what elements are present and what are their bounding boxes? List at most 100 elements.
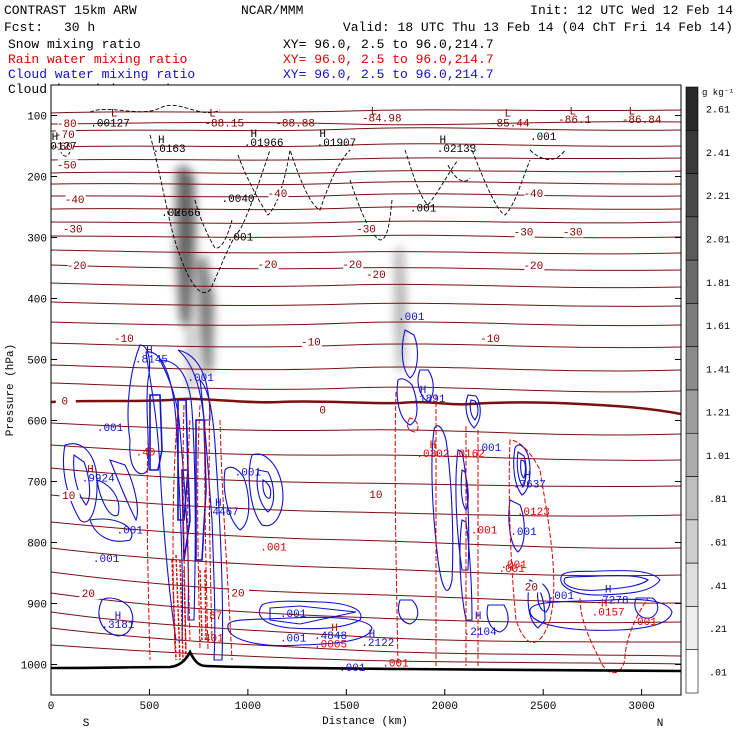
value-label: .0163: [153, 144, 186, 156]
temperature-label: -30: [356, 224, 376, 236]
temperature-label: 0: [61, 396, 68, 408]
value-label: L: [209, 109, 216, 121]
colorbar-segment: [685, 86, 699, 131]
value-label: -86.1: [558, 115, 591, 127]
temp-label-bg: [53, 141, 74, 153]
value-label: .001: [280, 609, 307, 621]
colorbar-segment: [685, 432, 699, 477]
legend-xy: XY= 96.0, 2.5 to 96.0,214.7: [283, 67, 494, 82]
value-label: .001: [260, 542, 287, 554]
value-label: H: [439, 135, 446, 147]
temperature-label: -30: [514, 227, 534, 239]
value-label: L: [111, 109, 118, 121]
value-label: H: [601, 599, 608, 611]
value-label: H: [420, 385, 427, 397]
temperature-label: -10: [114, 334, 134, 346]
temp-label-bg: [65, 194, 86, 206]
temp-label-bg: [268, 188, 289, 200]
valid-time: Valid: 18 UTC Thu 13 Feb 14 (04 ChT Fri …: [343, 20, 733, 35]
colorbar-label: .61: [709, 539, 727, 550]
y-tick-label: 800: [27, 539, 47, 551]
value-label: .001: [382, 658, 409, 670]
cloud-water-core: [149, 394, 207, 561]
temp-label-bg: [514, 226, 535, 238]
y-tick-label: 600: [27, 417, 47, 429]
temperature-label: -20: [342, 260, 362, 272]
value-label: .87: [203, 611, 223, 623]
colorbar-segment: [685, 649, 699, 694]
value-label: .001: [498, 564, 525, 576]
colorbar-label: .01: [709, 668, 727, 679]
temperature-label: -60: [53, 142, 73, 154]
temperature-label: -40: [268, 189, 288, 201]
value-label: -85.44: [490, 118, 530, 130]
value-label: .001: [471, 525, 498, 537]
x-axis-label: Distance (km): [322, 716, 408, 728]
model-title: CONTRAST 15km ARW: [4, 3, 137, 18]
colorbar-unit: g kg⁻¹: [702, 88, 734, 98]
y-tick-label: 700: [27, 478, 47, 490]
value-label: .9924: [82, 474, 115, 486]
y-tick-label: 900: [27, 600, 47, 612]
value-label: L: [569, 106, 576, 118]
value-label: H: [146, 345, 153, 357]
temp-label-bg: [57, 117, 78, 129]
value-label: .02133: [437, 144, 477, 156]
x-tick-label: 1000: [235, 701, 261, 713]
colorbar-segment: [685, 562, 699, 607]
temperature-label: -20: [523, 261, 543, 273]
value-label: H: [319, 129, 326, 141]
value-label: .001: [117, 525, 144, 537]
colorbar-segment: [685, 346, 699, 391]
temp-label-bg: [524, 188, 545, 200]
plot-layers: -80-70-60-50-40-40 -40-30 -30 -30 -30-20 -20-…: [51, 104, 681, 675]
x-tick-label: 1500: [333, 701, 359, 713]
value-label: H: [331, 623, 338, 635]
value-label: .0040: [222, 194, 255, 206]
colorbar-segment: [685, 519, 699, 564]
temp-label-bg: [57, 159, 78, 171]
value-label: H: [158, 135, 165, 147]
temperature-label: -30: [63, 224, 83, 236]
x-tick-label: 3000: [628, 701, 654, 713]
value-label: .001: [339, 663, 366, 675]
colorbar-label: 2.41: [706, 149, 730, 160]
temperature-label: 0: [319, 406, 326, 418]
colorbar-label: .21: [709, 625, 727, 636]
value-label: .01907: [317, 138, 357, 150]
cloud-ice-contours: [59, 104, 566, 293]
value-label: .2104: [464, 627, 497, 639]
legend-entry: Rain water mixing ratio: [8, 52, 187, 67]
value-label: .001: [398, 312, 425, 324]
colorbar-segment: [685, 303, 699, 348]
cloud-water-contours: [62, 329, 673, 661]
value-label: -84.98: [362, 114, 402, 126]
colorbar-label: 2.01: [706, 236, 730, 247]
temp-label-bg: [343, 258, 364, 270]
colorbar-label: 1.81: [706, 279, 730, 290]
value-label: .0123: [517, 507, 550, 519]
x-tick-label: 2000: [432, 701, 458, 713]
colorbar-label: 2.61: [706, 106, 730, 117]
value-label: .8145: [135, 355, 168, 367]
axes: 0 500 1000 1500 2000 2500 30001002003004005006…: [21, 112, 681, 713]
north-label: N: [657, 718, 664, 730]
legend-entry: Cloud water mixing ratio: [8, 67, 195, 82]
value-label: H: [87, 464, 94, 476]
value-label: .001: [93, 554, 120, 566]
temperature-label: -40: [65, 195, 85, 207]
value-label: H: [52, 132, 59, 144]
y-tick-label: 400: [27, 295, 47, 307]
temperature-label: -30: [563, 227, 583, 239]
value-label: .40: [136, 447, 156, 459]
value-label: .0157: [592, 608, 625, 620]
colorbar-segment: [685, 476, 699, 521]
south-label: S: [83, 718, 90, 730]
colorbar-label: .41: [709, 582, 727, 593]
temp-label-bg: [79, 588, 100, 600]
value-label: .7637: [513, 480, 546, 492]
freezing-level-line: [51, 397, 681, 416]
value-label: H: [87, 464, 94, 476]
temperature-label: 10: [62, 491, 75, 503]
